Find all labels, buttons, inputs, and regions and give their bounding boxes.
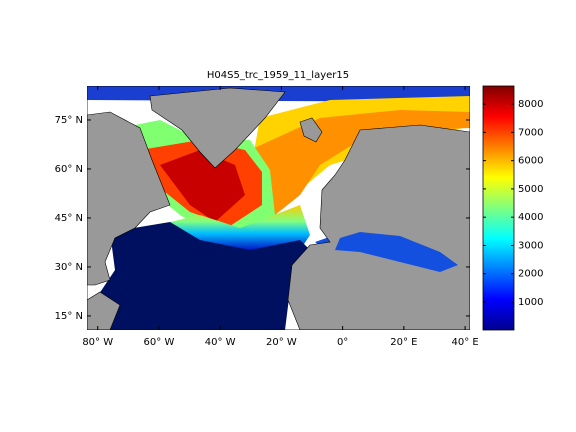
colorbar xyxy=(482,85,515,331)
x-tick-label: 80° W xyxy=(82,337,113,348)
iceland xyxy=(299,117,323,143)
eurasia-africa xyxy=(287,124,470,330)
x-tick-label: 0° xyxy=(337,337,348,348)
map-field xyxy=(87,86,470,330)
y-tick-label: 75° N xyxy=(55,115,83,126)
colorbar-tick-label: 5000 xyxy=(518,184,543,195)
x-tick-label: 40° E xyxy=(451,337,478,348)
colorbar-tick-label: 6000 xyxy=(518,156,543,167)
map-title: H04S5_trc_1959_11_layer15 xyxy=(207,70,349,81)
subpolar-field xyxy=(170,205,310,252)
y-tick-label: 30° N xyxy=(55,262,83,273)
north-america xyxy=(87,111,171,286)
subtropical-field xyxy=(95,222,310,330)
colorbar-tick-label: 8000 xyxy=(518,99,543,110)
mediterranean-sea xyxy=(335,232,458,272)
colorbar-tick-label: 7000 xyxy=(518,127,543,138)
y-tick-label: 15° N xyxy=(55,311,83,322)
colorbar-tick-label: 1000 xyxy=(518,297,543,308)
x-tick-label: 20° E xyxy=(390,337,417,348)
y-tick-label: 60° N xyxy=(55,164,83,175)
x-tick-label: 40° W xyxy=(205,337,236,348)
colorbar-tick-label: 3000 xyxy=(518,240,543,251)
core-field xyxy=(160,150,245,222)
y-tick-label: 45° N xyxy=(55,213,83,224)
x-tick-label: 60° W xyxy=(144,337,175,348)
greenland xyxy=(149,87,286,169)
colorbar-tick-label: 4000 xyxy=(518,212,543,223)
x-tick-label: 20° W xyxy=(266,337,297,348)
colorbar-tick-label: 2000 xyxy=(518,269,543,280)
central-america xyxy=(87,291,121,330)
